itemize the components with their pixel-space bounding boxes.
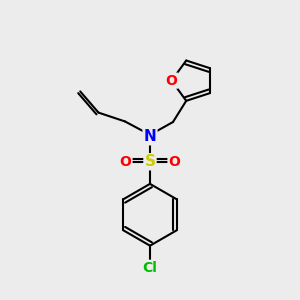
Text: O: O [120, 155, 131, 169]
Text: Cl: Cl [142, 261, 158, 275]
Text: N: N [144, 129, 156, 144]
Text: O: O [169, 155, 180, 169]
Text: O: O [166, 74, 178, 88]
Text: S: S [145, 154, 155, 169]
